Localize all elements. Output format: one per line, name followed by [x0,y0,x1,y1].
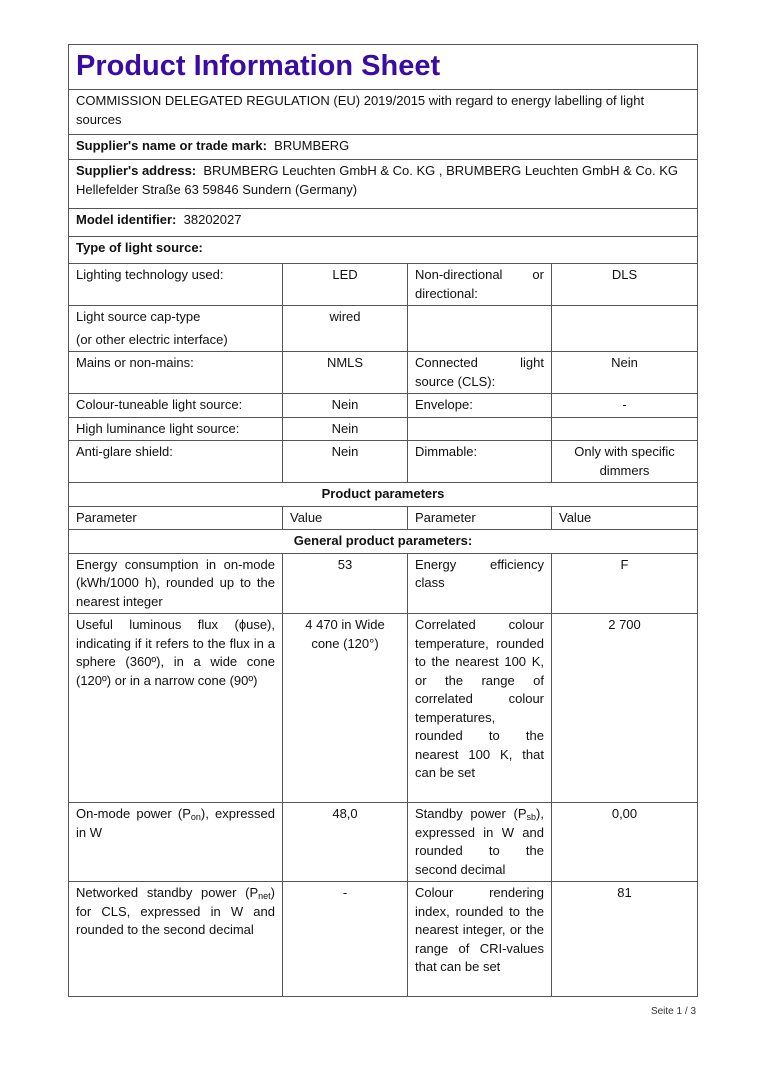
param-value: Only with specific dimmers [550,440,699,483]
param-label: Standby power (Psb), expressed in W and … [407,802,552,882]
page-separator: / [684,1006,688,1017]
supplier-address-value: BRUMBERG Leuchten GmbH & Co. KG , BRUMBE… [76,163,679,197]
column-header: Value [282,505,408,530]
param-value: DLS [550,263,699,306]
param-label: Connected light source (CLS): [407,351,552,394]
param-value: wired [282,305,408,352]
param-value: 48,0 [282,802,408,882]
general-heading: General product parameters: [67,529,699,554]
param-label: Colour rendering index, rounded to the n… [407,881,552,997]
param-value: 2 700 [550,613,699,803]
page-footer: Seite 1 / 3 [651,1006,696,1017]
type-heading: Type of light source: [67,236,699,264]
table-row: Mains or non-mains: NMLS Connected light… [68,351,699,394]
product-parameters-heading: Product parameters [67,482,699,507]
param-value: F [550,552,699,614]
param-value: 0,00 [550,802,699,882]
model-label: Model identifier: [76,212,177,227]
param-value [550,416,699,441]
supplier-address-row: Supplier's address: BRUMBERG Leuchten Gm… [67,159,699,209]
label-text: ) for CLS, expressed in W and rounded to… [76,885,275,937]
product-information-table: Product Information Sheet COMMISSION DEL… [67,44,699,997]
param-value: Nein [282,416,408,441]
param-value: NMLS [282,351,408,394]
supplier-name-value: BRUMBERG [274,138,350,153]
table-row: Networked standby power (Pnet) for CLS, … [68,881,699,997]
param-label: Mains or non-mains: [68,351,283,394]
param-value: Nein [550,351,699,394]
table-row: Energy consumption in on-mode (kWh/1000 … [68,552,699,614]
table-row: Lighting technology used: LED Non-direct… [68,263,699,306]
label-text: On-mode power (P [76,806,191,821]
label-subscript: net [258,891,271,901]
param-label: Useful luminous flux (ϕuse), indicating … [68,613,283,803]
label-text: ), expressed in W [76,806,275,840]
label-text: ), expressed in W and rounded to the sec… [415,806,544,877]
model-value: 38202027 [183,212,242,227]
column-header: Value [550,505,699,530]
param-label: On-mode power (Pon), expressed in W [68,802,283,882]
param-value: 4 470 in Wide cone (120°) [282,613,408,803]
param-value: Nein [282,393,408,418]
type-heading-text: Type of light source: [76,240,203,255]
param-label [407,305,552,352]
model-row: Model identifier: 38202027 [67,208,699,237]
general-heading-text: General product parameters: [293,533,473,548]
param-label: Energy efficiency class [407,552,552,614]
param-value [550,305,699,352]
column-header-row: Parameter Value Parameter Value [68,505,699,530]
supplier-address-label: Supplier's address: [76,163,197,178]
param-label: Non-directional or directional: [407,263,552,306]
param-value: LED [282,263,408,306]
table-row: Useful luminous flux (ϕuse), indicating … [68,613,699,803]
page-number: 1 [676,1006,683,1017]
product-parameters-heading-text: Product parameters [321,486,445,501]
param-value: - [550,393,699,418]
table-row: Light source cap-type (or other electric … [68,305,699,352]
cap-type-sublabel: (or other electric interface) [76,331,228,347]
param-label: Networked standby power (Pnet) for CLS, … [68,881,283,997]
page-total: 3 [690,1006,696,1017]
param-label: Envelope: [407,393,552,418]
table-row: Colour-tuneable light source: Nein Envel… [68,393,699,418]
table-row: High luminance light source: Nein [68,416,699,441]
param-label: Anti-glare shield: [68,440,283,483]
table-row: On-mode power (Pon), expressed in W 48,0… [68,802,699,882]
param-label: High luminance light source: [68,416,283,441]
label-subscript: on [190,812,201,822]
column-header: Parameter [407,505,552,530]
label-text: Networked standby power (P [76,885,259,900]
regulation-text: COMMISSION DELEGATED REGULATION (EU) 201… [67,89,699,135]
cap-type-label: Light source cap-type [76,309,201,324]
param-value: Nein [282,440,408,483]
param-label: Correlated colour temperature, rounded t… [407,613,552,803]
param-label [407,416,552,441]
param-label: Dimmable: [407,440,552,483]
footer-label: Seite [650,1006,674,1017]
column-header: Parameter [68,505,283,530]
param-label: Energy consumption in on-mode (kWh/1000 … [68,552,283,614]
param-label: Lighting technology used: [68,263,283,306]
param-label: Colour-tuneable light source: [68,393,283,418]
label-text: Standby power (P [415,806,527,821]
page-title: Product Information Sheet [67,44,699,90]
table-row: Anti-glare shield: Nein Dimmable: Only w… [68,440,699,483]
param-value: - [282,881,408,997]
supplier-name-row: Supplier's name or trade mark: BRUMBERG [67,134,699,160]
supplier-name-label: Supplier's name or trade mark: [76,138,267,153]
param-value: 53 [282,552,408,614]
param-value: 81 [550,881,699,997]
label-subscript: sb [526,812,537,822]
param-label: Light source cap-type (or other electric … [68,305,283,352]
